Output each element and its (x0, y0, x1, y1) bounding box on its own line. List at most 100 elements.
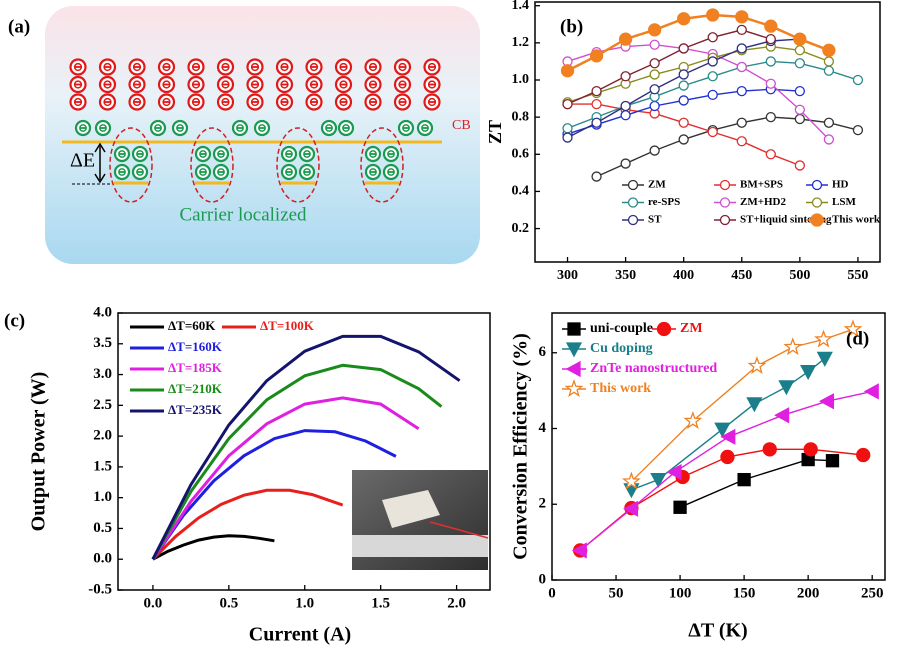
electron-core (309, 97, 319, 107)
electron-core (221, 62, 230, 72)
marker (778, 380, 795, 396)
series-line (151, 396, 420, 561)
marker (673, 500, 687, 514)
x-tick-label: 1.0 (295, 595, 314, 611)
marker (825, 454, 840, 468)
electron-core (154, 124, 162, 132)
electron-core (191, 80, 201, 89)
electron-core (132, 62, 142, 72)
plot-frame (534, 1, 881, 263)
legend-marker (811, 197, 823, 208)
marker (774, 407, 790, 424)
marker (591, 85, 602, 97)
y-tick-label: 2 (539, 496, 547, 512)
legend-label: ST+liquid sintering (740, 214, 832, 226)
electron-core (118, 168, 126, 176)
x-tick-label: 550 (847, 268, 868, 283)
electron-core (280, 97, 289, 107)
marker (823, 65, 835, 76)
electron-core (103, 62, 112, 72)
electron-core (162, 62, 171, 72)
series-line (151, 488, 344, 561)
x-tick-label: 0.5 (219, 595, 238, 611)
marker (765, 33, 776, 45)
panel-label: (c) (4, 310, 25, 331)
electron-core (427, 62, 437, 72)
x-axis-label: Current (A) (249, 624, 351, 646)
legend-label: ST (648, 214, 662, 226)
electron-core (398, 62, 407, 72)
panel-label: (d) (846, 328, 869, 349)
marker (794, 58, 805, 69)
marker (621, 471, 641, 490)
legend-marker (719, 179, 731, 191)
legend-label: ZM+HD2 (740, 196, 786, 208)
y-tick-label: 0.5 (93, 520, 112, 536)
y-tick-label: 0.0 (93, 551, 112, 567)
marker (765, 78, 776, 89)
y-axis-label: Output Power (W) (28, 372, 50, 532)
y-tick-label: 1.5 (93, 458, 112, 474)
marker (794, 85, 805, 97)
ruler (352, 535, 488, 557)
marker (649, 39, 660, 50)
y-axis-label: ZT (485, 120, 505, 144)
marker (649, 69, 660, 80)
plot-frame (117, 312, 491, 591)
marker (562, 123, 573, 134)
legend-label: This work (832, 214, 881, 226)
marker (666, 463, 682, 481)
x-axis-label: ΔT (K) (688, 620, 747, 642)
marker (591, 98, 602, 110)
marker (562, 98, 573, 110)
arrow-heads (94, 142, 106, 184)
y-tick-label: 6 (539, 344, 547, 360)
marker (735, 10, 749, 24)
legend-marker (627, 179, 639, 191)
marker (707, 71, 718, 82)
electron-core (136, 168, 144, 176)
marker (737, 472, 751, 487)
electron-core (221, 80, 230, 89)
legend-label: re-SPS (648, 196, 680, 208)
electron-core (368, 80, 378, 89)
electron-core (309, 80, 319, 89)
marker (816, 351, 833, 367)
y-tick-label: 0 (539, 571, 547, 587)
marker (736, 24, 747, 36)
marker (707, 89, 718, 101)
marker (823, 56, 835, 67)
x-tick-label: 350 (615, 268, 636, 283)
electron-core (369, 150, 377, 158)
electron-core (118, 150, 126, 158)
series-line (151, 429, 397, 561)
marker (560, 64, 575, 78)
marker (794, 45, 805, 56)
legend-marker (719, 197, 731, 208)
x-tick-label: 300 (557, 268, 578, 283)
panel-label: (b) (560, 16, 583, 37)
electron-core (132, 80, 142, 89)
marker (822, 43, 836, 57)
legend-marker (811, 179, 823, 191)
legend-label: ΔT=100K (260, 318, 315, 333)
series-line (679, 458, 833, 508)
y-tick-label: 3.0 (93, 366, 112, 382)
marker (765, 111, 776, 123)
localized-region (276, 127, 320, 203)
plot-frame (551, 312, 886, 581)
caption: Carrier localized (179, 204, 307, 225)
electron-core (217, 150, 225, 158)
y-tick-label: 1.4 (512, 0, 530, 13)
electron-core (285, 150, 293, 158)
electron-core (132, 97, 142, 107)
electron-core (103, 80, 112, 89)
electron-core (387, 150, 395, 158)
series-line (151, 334, 461, 560)
electron-core (199, 150, 207, 158)
marker (818, 393, 835, 410)
x-tick-label: 150 (733, 585, 756, 601)
electron-core (99, 124, 107, 132)
marker (650, 472, 667, 489)
